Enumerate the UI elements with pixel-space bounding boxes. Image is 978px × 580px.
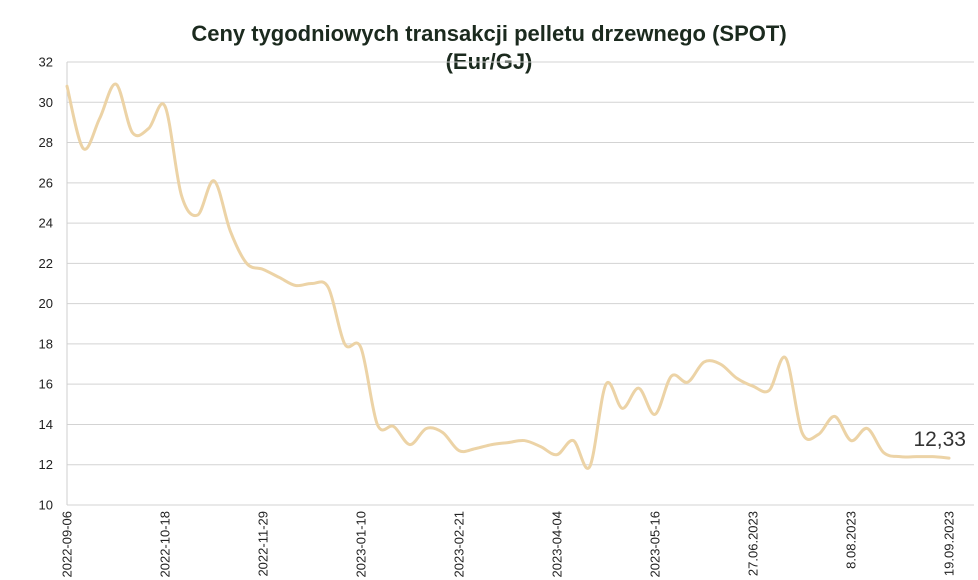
y-axis-ticks: 10 12 14 16 18 20 22 24 26 28 30 32 bbox=[39, 55, 53, 513]
chart-title-line: Ceny tygodniowych transakcji pelletu drz… bbox=[191, 21, 787, 46]
y-tick-label: 18 bbox=[39, 336, 53, 351]
y-tick-label: 26 bbox=[39, 175, 53, 190]
y-tick-label: 30 bbox=[39, 95, 53, 110]
y-tick-label: 10 bbox=[39, 498, 53, 513]
x-tick-label: 2023-05-16 bbox=[648, 511, 663, 578]
y-tick-label: 14 bbox=[39, 417, 53, 432]
x-tick-label: 2022-11-29 bbox=[256, 511, 271, 577]
y-tick-label: 20 bbox=[39, 296, 53, 311]
x-tick-label: 2023-01-10 bbox=[354, 511, 369, 578]
y-tick-label: 16 bbox=[39, 377, 53, 392]
x-tick-label: 2023-02-21 bbox=[452, 511, 467, 578]
y-tick-label: 28 bbox=[39, 135, 53, 150]
y-tick-label: 24 bbox=[39, 216, 53, 231]
last-value-label: 12,33 bbox=[913, 428, 966, 451]
x-tick-label: 8.08.2023 bbox=[844, 511, 859, 569]
x-tick-label: 2022-09-06 bbox=[60, 511, 75, 578]
series-line bbox=[65, 82, 951, 470]
x-tick-label: 2023-04-04 bbox=[550, 511, 565, 578]
x-axis-ticks: 2022-09-06 2022-10-18 2022-11-29 2023-01-10… bbox=[60, 511, 957, 578]
data-labels: 12,33 bbox=[913, 428, 966, 451]
x-tick-label: 27.06.2023 bbox=[746, 511, 761, 576]
y-tick-label: 22 bbox=[39, 256, 53, 271]
y-tick-label: 12 bbox=[39, 457, 53, 472]
series-line-group bbox=[65, 82, 951, 470]
x-tick-label: 19.09.2023 bbox=[942, 511, 957, 576]
y-tick-label: 32 bbox=[39, 55, 53, 70]
gridlines bbox=[66, 61, 974, 506]
x-tick-label: 2022-10-18 bbox=[158, 511, 173, 578]
